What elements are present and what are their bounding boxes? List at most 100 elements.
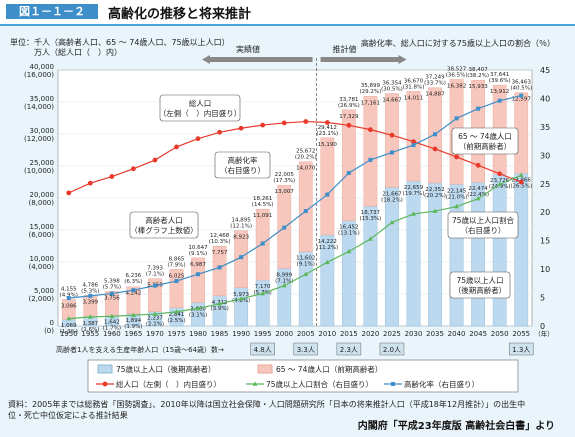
- annotation-share75-text: （右目盛り）: [461, 225, 506, 235]
- y-left-man-tick-label: (4,000): [28, 263, 54, 271]
- x-tick-label: 1970: [146, 330, 164, 338]
- total-population-point: [195, 136, 201, 142]
- aging-rate-point: [174, 279, 179, 284]
- bar-age65-74: [234, 230, 249, 288]
- aging-rate-point: [476, 106, 481, 111]
- y-left-man-tick-label: (8,000): [28, 199, 54, 207]
- era-label-actual: 実績値: [236, 44, 260, 54]
- bar-age75-pct: (3.9%): [210, 306, 228, 312]
- legend-label-total: 総人口（左側（ ）内目盛り）: [116, 379, 221, 389]
- bar-age75-pct: (1.3%): [60, 329, 78, 335]
- bar-total-value: 37,641: [490, 72, 509, 78]
- bar-age75-value: 23,726: [490, 178, 510, 184]
- worker-ratio-badge: [508, 342, 534, 356]
- bar-total-value: 38,407: [469, 67, 489, 73]
- bar-total-pct: (23.1%): [316, 131, 338, 137]
- aging-rate-point: [454, 116, 459, 121]
- x-tick-label: 2000: [275, 330, 293, 338]
- total-population-point: [174, 144, 179, 150]
- bar-age65-74: [363, 96, 378, 207]
- total-population-point: [281, 120, 287, 126]
- bar-age75-pct: (3.1%): [189, 313, 207, 319]
- aging-rate-point: [303, 209, 308, 214]
- worker-ratio-value: 4.8人: [254, 346, 272, 354]
- bar-age65-74-value: 3,086: [61, 303, 77, 309]
- aging-rate-point: [131, 288, 136, 293]
- bar-age65-74: [320, 137, 335, 236]
- total-population-point: [217, 129, 222, 135]
- share75-point: [475, 195, 481, 201]
- y-left-man-tick-label: (12,000): [24, 135, 54, 143]
- bar-age75-pct: (2.1%): [146, 322, 164, 328]
- share75-point: [518, 172, 524, 178]
- aging-rate-point: [368, 157, 373, 162]
- y-left-tick-label: 15,000: [30, 223, 55, 231]
- share75-point: [324, 259, 330, 265]
- source-note: 資料：2005年までは総務省「国勢調査」、2010年以降は国立社会保障・人口問題…: [8, 400, 526, 420]
- aging-rate-point: [260, 241, 265, 246]
- share75-point: [217, 301, 222, 306]
- y-right-tick-label: 45: [540, 66, 550, 75]
- total-population-point: [497, 171, 503, 177]
- annotation-total-text: （左側（ ）内目盛り）: [159, 108, 242, 118]
- y-right-tick-label: 15: [540, 237, 550, 246]
- share75-point: [497, 181, 503, 187]
- bar-age75-pct: (2.5%): [167, 318, 185, 324]
- total-population-point: [260, 122, 266, 128]
- y-left-man-tick-label: (0): [44, 327, 54, 335]
- total-population-point: [346, 122, 352, 128]
- annotation-share75-text: 75歳以上人口割合: [452, 215, 515, 225]
- total-population-point: [66, 190, 72, 196]
- annotation-elderly-text: （棒グラフ上数値）: [130, 225, 198, 235]
- worker-ratio-value: 1.3人: [512, 346, 530, 354]
- bar-age65-74-value: 14,011: [404, 95, 423, 101]
- bar-age65-74-value: 15,190: [318, 142, 338, 148]
- bar-age75-value: 1,894: [126, 318, 142, 324]
- total-population-line: [68, 120, 522, 194]
- bar-age65-74: [169, 269, 184, 309]
- bar-age65-74-value: 13,007: [275, 189, 295, 195]
- bar-age75: [406, 180, 421, 327]
- bar-age75-pct: (21.0%): [446, 194, 468, 200]
- aging-rate-point: [152, 283, 157, 288]
- x-tick-label: 2020: [361, 330, 379, 338]
- bar-age65-74-value: 12,597: [512, 97, 532, 103]
- bar-age65-74-value: 17,329: [339, 114, 359, 120]
- y-right-tick-label: 35: [540, 123, 550, 132]
- figure-header: 図１－１－２ 高齢化の推移と将来推計: [0, 0, 575, 26]
- bar-age65-74-value: 6,987: [190, 262, 206, 268]
- bar-age65-74-value: 14,887: [425, 92, 445, 98]
- bar-total-pct: (7.1%): [146, 272, 164, 278]
- bar-age75-pct: (19.7%): [403, 191, 425, 197]
- bar-total-value: 18,261: [253, 196, 272, 202]
- annotation-elderly-text: 高齢者人口: [145, 215, 183, 225]
- bar-age75: [385, 187, 399, 327]
- bar-age75-value: 1,642: [104, 319, 120, 325]
- x-tick-label: 2025: [383, 330, 401, 338]
- total-population-point: [475, 162, 481, 168]
- bar-total-pct: (5.7%): [103, 284, 121, 290]
- bar-age75-value: 5,973: [233, 292, 249, 298]
- actual-arrow-bar: [208, 57, 313, 62]
- share75-point: [109, 313, 115, 319]
- annotation-elderly-box: [129, 211, 199, 239]
- bar-age75-value: 22,659: [404, 185, 424, 191]
- y-right-tick-label: 0: [540, 322, 545, 331]
- bar-total-pct: (31.8%): [403, 84, 425, 90]
- x-tick-label: 1980: [189, 330, 207, 338]
- x-tick-label: 2055: [512, 330, 530, 338]
- share75-point: [346, 248, 352, 254]
- bar-age75-value: 18,737: [361, 210, 381, 216]
- bar-total-value: 4,155: [61, 286, 77, 292]
- annotation-aging-box: [214, 151, 271, 179]
- total-population-point: [389, 132, 395, 138]
- worker-ratio-badge: [250, 342, 275, 356]
- bar-age75-value: 21,667: [382, 191, 402, 197]
- bar-age75-pct: (18.2%): [381, 197, 403, 203]
- left-unit-note: 単位：千人（高齢者人口、65 〜 74歳人口、75歳以上人口） 万人（総人口（ …: [10, 38, 230, 57]
- share75-point: [238, 296, 244, 301]
- aging-rate-point: [433, 132, 438, 137]
- legend-marker-share75: [252, 381, 258, 386]
